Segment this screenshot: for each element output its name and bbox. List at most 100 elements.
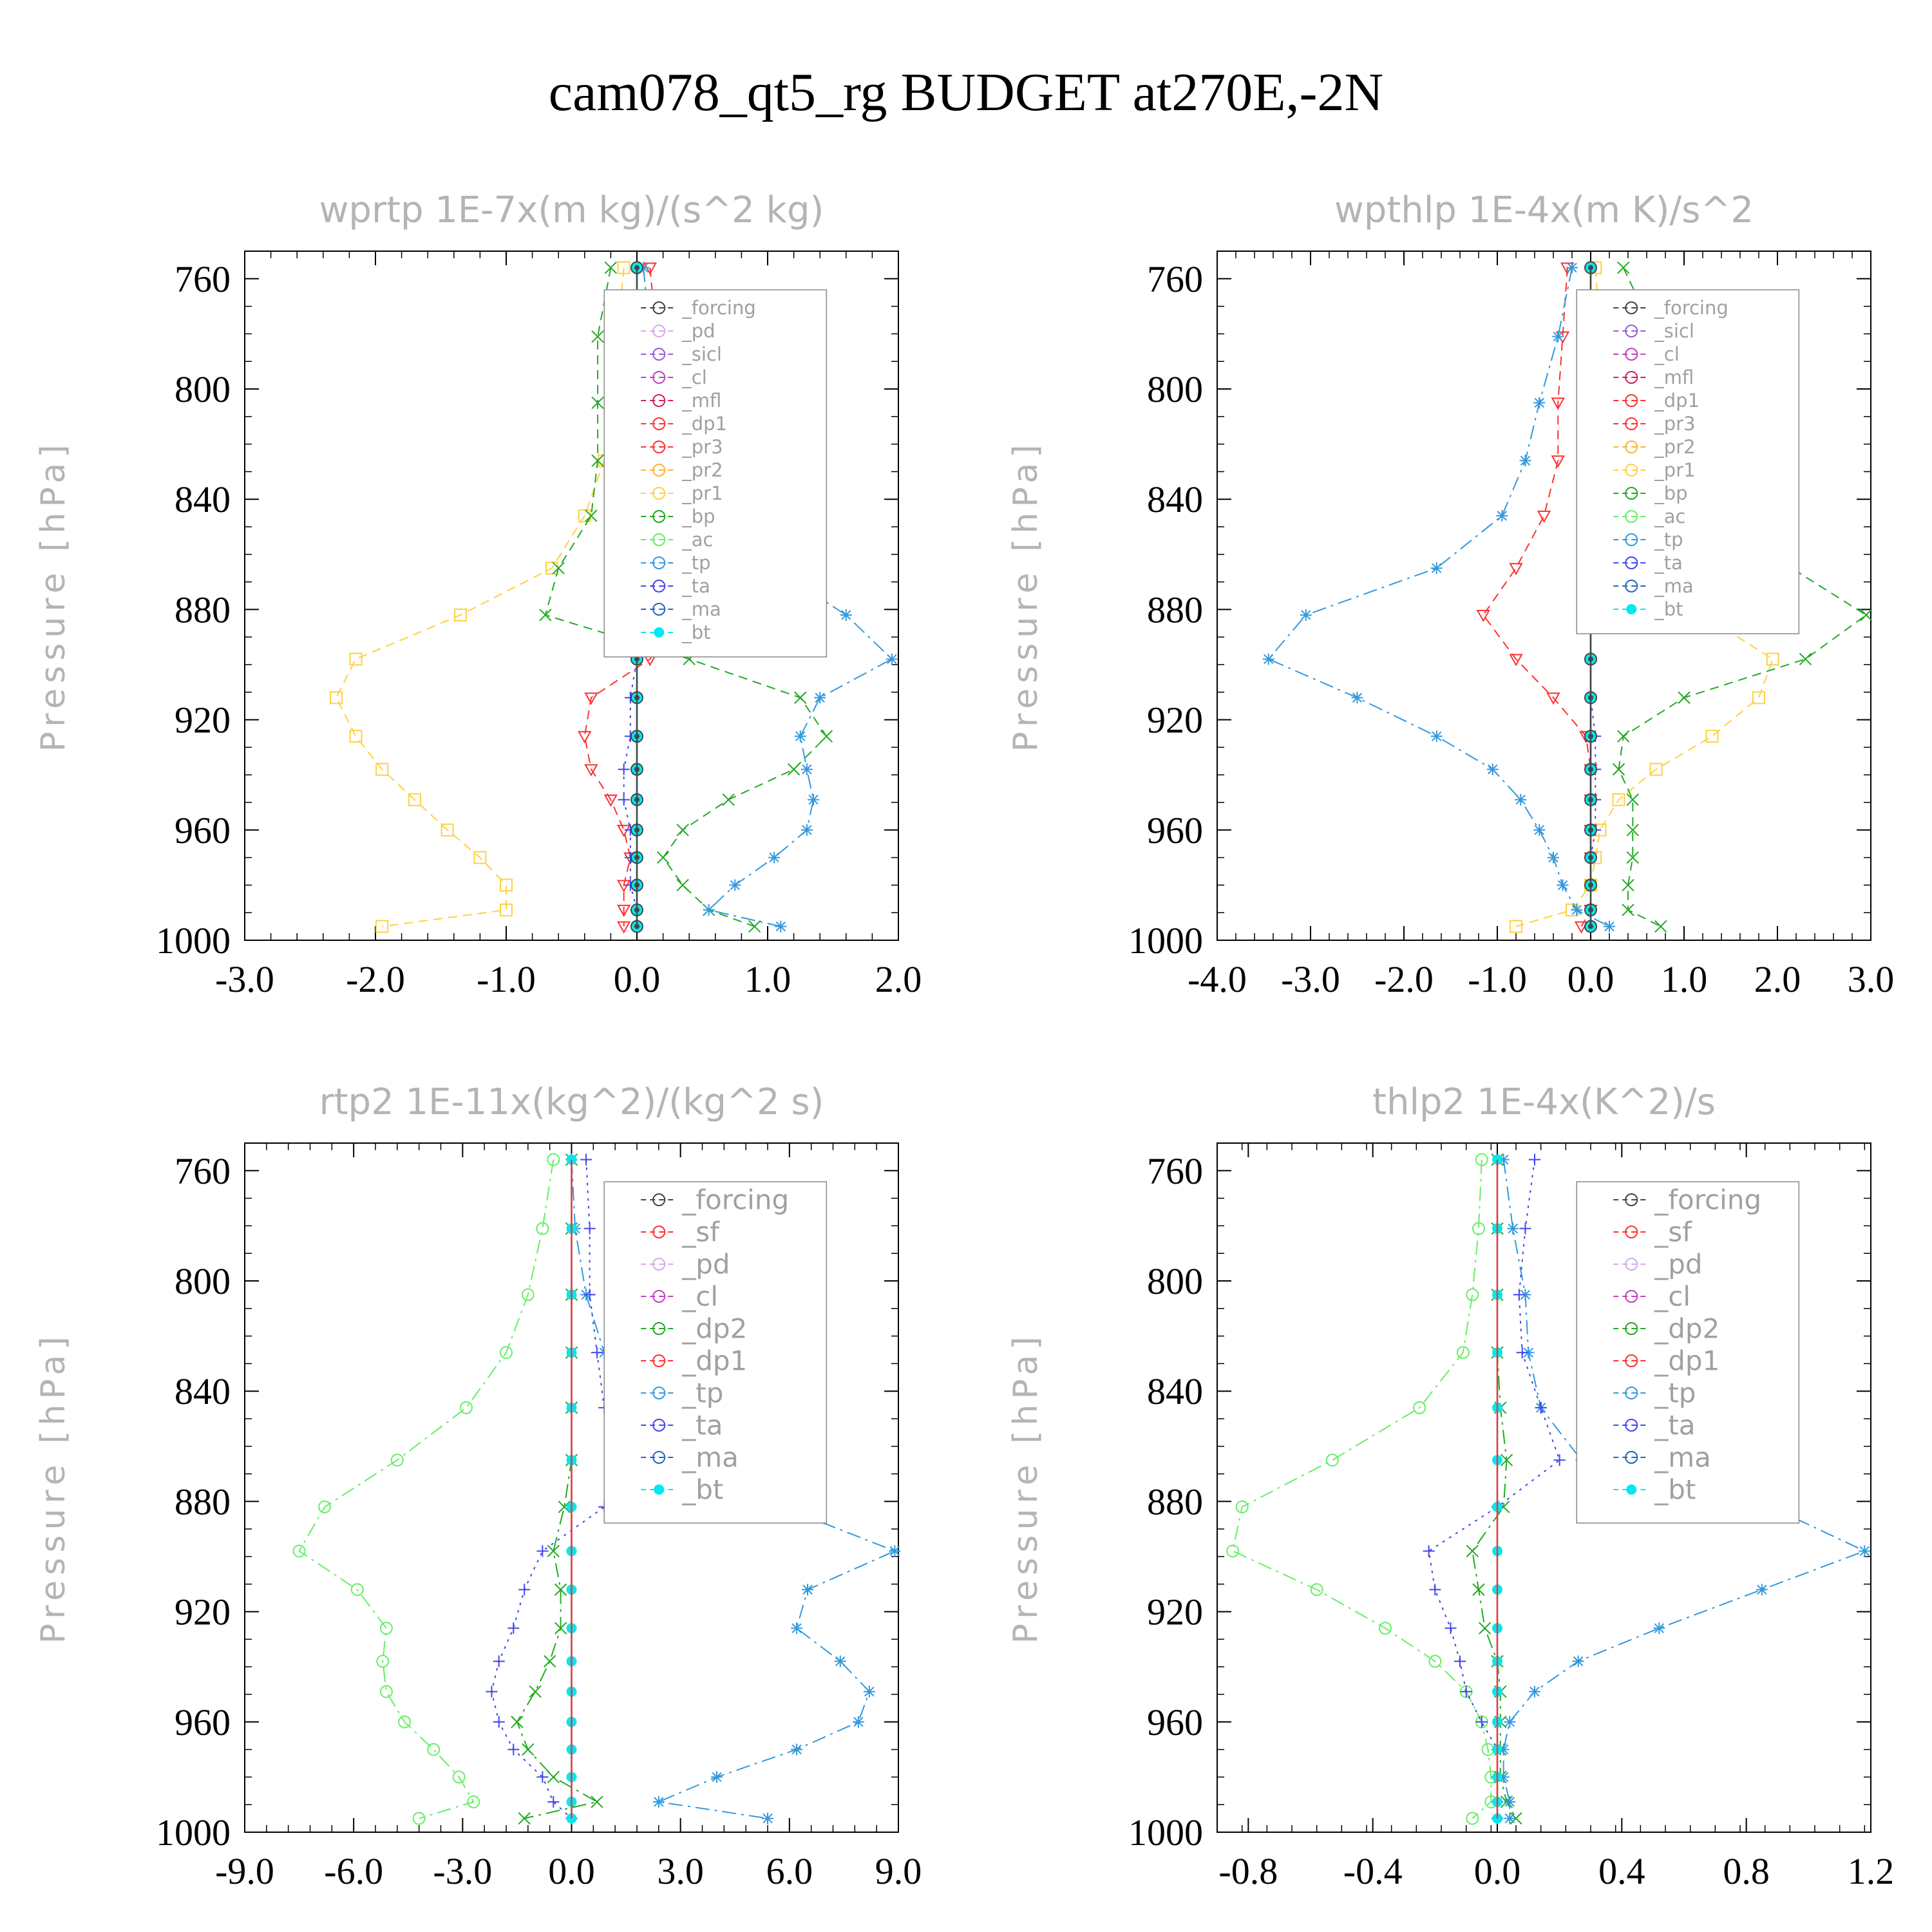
legend-label: _dp2: [681, 1313, 747, 1345]
legend-marker: [1625, 1290, 1638, 1303]
y-tick-label: 920: [175, 699, 231, 741]
data-point: [802, 1584, 814, 1596]
data-point: [1515, 793, 1527, 806]
y-tick-label: 960: [175, 1701, 231, 1743]
data-point: [852, 1716, 864, 1728]
data-point: [500, 878, 513, 892]
data-point: [1519, 1289, 1531, 1301]
x-tick-label: 9.0: [875, 1850, 922, 1892]
legend-label: _pr2: [681, 459, 723, 481]
data-point: [1456, 1346, 1470, 1359]
data-point: [1678, 691, 1690, 705]
data-point: [1584, 730, 1597, 743]
series-line: [491, 1159, 623, 1819]
data-point: [1509, 654, 1523, 667]
y-tick-label: 840: [1147, 1370, 1203, 1412]
data-point: [618, 763, 630, 775]
data-point: [840, 609, 852, 621]
data-point: [1705, 730, 1719, 743]
y-tick-label: 920: [1147, 1591, 1203, 1633]
data-point: [1519, 455, 1531, 467]
series-line: [1515, 267, 1774, 927]
data-point: [453, 608, 467, 621]
data-point: [1507, 1222, 1519, 1235]
data-point: [1509, 563, 1523, 576]
data-point: [518, 1584, 531, 1596]
y-tick-label: 1000: [1128, 920, 1203, 961]
legend-marker: [1625, 1354, 1638, 1367]
data-point: [580, 1153, 592, 1166]
legend-marker: [1625, 348, 1638, 361]
data-point: [1571, 904, 1583, 916]
data-point: [1584, 793, 1597, 806]
data-point: [1504, 1812, 1516, 1824]
legend-label: _cl: [681, 1281, 718, 1312]
data-point: [630, 878, 643, 892]
data-point: [1574, 921, 1589, 934]
legend-marker: [654, 1484, 665, 1495]
data-point: [863, 1685, 875, 1698]
data-point: [1553, 1454, 1566, 1466]
data-point: [1460, 1685, 1472, 1698]
legend-label: _ma: [681, 598, 721, 620]
legend-marker: [652, 440, 666, 453]
data-point-center: [1588, 907, 1593, 913]
y-tick-label: 840: [175, 478, 231, 520]
legend-marker: [1625, 440, 1638, 453]
data-point: [375, 762, 389, 776]
data-point: [412, 1812, 426, 1825]
data-point: [554, 1622, 567, 1634]
legend-box: [603, 289, 828, 658]
legend-marker: [1625, 394, 1638, 407]
data-point: [536, 1222, 549, 1235]
data-point: [630, 730, 643, 743]
data-point: [1756, 1584, 1768, 1596]
data-point: [529, 1685, 542, 1698]
data-point: [578, 731, 592, 744]
legend-marker: [652, 1226, 666, 1238]
data-point: [676, 878, 689, 892]
legend-label: _tp: [681, 1378, 723, 1409]
data-point: [630, 903, 643, 916]
x-tick-label: -0.4: [1343, 1850, 1403, 1892]
data-point: [791, 1743, 803, 1756]
y-tick-label: 760: [1147, 258, 1203, 300]
y-tick-label: 800: [1147, 368, 1203, 410]
data-point: [676, 824, 689, 837]
data-point-center: [634, 734, 639, 739]
x-tick-label: 2.0: [875, 958, 922, 1000]
legend-marker: [652, 510, 666, 523]
data-point: [1430, 730, 1443, 743]
series-line: [1232, 1159, 1492, 1819]
legend-box: [603, 1181, 828, 1524]
data-point: [1454, 1655, 1466, 1667]
y-tick-label: 880: [1147, 1481, 1203, 1522]
x-tick-label: 0.4: [1598, 1850, 1645, 1892]
data-point: [616, 921, 631, 934]
data-point: [1235, 1500, 1249, 1513]
data-point: [375, 920, 389, 933]
data-point: [630, 920, 643, 933]
data-point: [1516, 1347, 1528, 1359]
data-point: [703, 904, 715, 916]
data-point-center: [634, 907, 639, 913]
data-point: [591, 330, 604, 343]
data-point: [583, 1289, 596, 1301]
data-point: [1428, 1654, 1442, 1668]
data-point-center: [634, 656, 639, 662]
data-point: [591, 1795, 603, 1808]
legend-label: _ac: [1654, 506, 1685, 527]
data-point: [1533, 397, 1546, 409]
data-point: [791, 1622, 803, 1634]
data-point-center: [634, 882, 639, 888]
data-point: [1478, 1622, 1492, 1634]
data-point: [1472, 1222, 1485, 1235]
data-point: [1423, 1545, 1435, 1557]
legend-label: _ta: [681, 575, 710, 597]
data-point: [1379, 1622, 1392, 1635]
legend-marker: [652, 1193, 666, 1206]
y-axis-label: Pressure [hPa]: [1007, 1332, 1045, 1644]
legend-marker: [652, 348, 666, 361]
y-tick-label: 1000: [156, 920, 231, 961]
data-point-center: [634, 695, 639, 701]
